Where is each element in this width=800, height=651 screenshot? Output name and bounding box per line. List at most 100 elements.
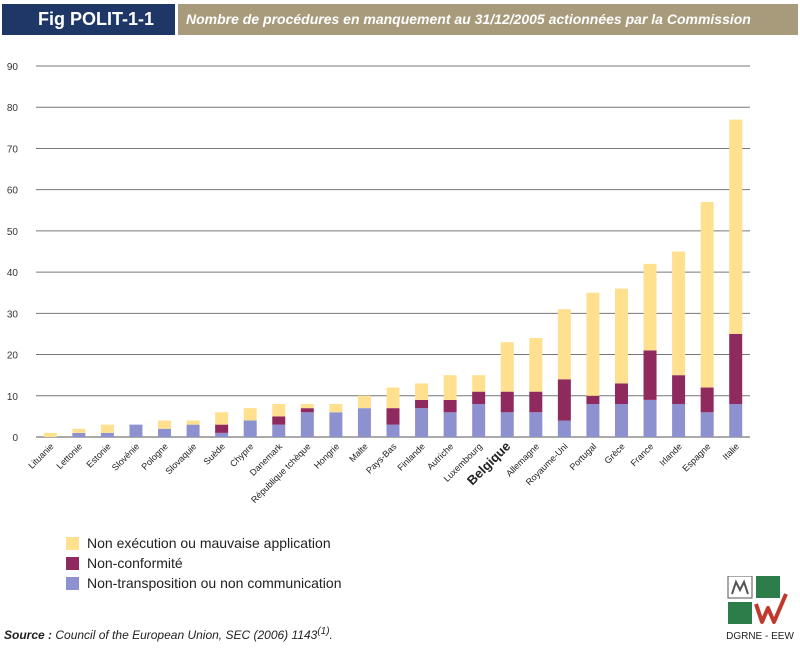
bar-segment	[300, 412, 314, 437]
y-tick-label: 70	[7, 144, 19, 155]
bar-segment	[557, 379, 571, 421]
bar-segment	[443, 375, 457, 400]
bar-segment	[186, 420, 200, 425]
bar-segment	[272, 404, 286, 417]
bar-segment	[43, 432, 57, 437]
x-tick-label: Lituanie	[26, 441, 55, 470]
figure-label: Fig POLIT-1-1	[2, 4, 175, 35]
bar-segment	[500, 391, 514, 413]
legend-item-non-transposition: Non-transposition ou non communication	[66, 573, 341, 593]
legend-swatch	[66, 536, 79, 550]
y-tick-label: 30	[7, 309, 19, 320]
y-tick-label: 80	[7, 103, 19, 114]
source-prefix: Source :	[4, 628, 53, 642]
bar-segment	[614, 383, 628, 405]
bar-segment	[586, 395, 600, 405]
bar-segment	[557, 309, 571, 380]
bar-segment	[614, 288, 628, 384]
bar-segment	[72, 428, 86, 433]
x-tick-label: Grèce	[602, 441, 626, 465]
bar-segment	[672, 375, 686, 405]
bar-segment	[129, 424, 143, 437]
bar-segment	[300, 408, 314, 413]
bar-segment	[700, 387, 714, 413]
bar-segment	[729, 333, 743, 405]
bar-segment	[529, 412, 543, 437]
bar-segment	[729, 119, 743, 334]
bar-segment	[215, 424, 229, 433]
bar-segment	[215, 412, 229, 425]
logo-square-top-left	[727, 576, 753, 599]
y-tick-label: 10	[7, 392, 19, 403]
y-tick-label: 0	[12, 433, 18, 444]
bar-segment	[243, 408, 257, 421]
bar-segment	[357, 395, 371, 409]
x-tick-label: Pays-Bas	[364, 441, 399, 476]
bar-segment	[643, 399, 657, 437]
x-tick-label: Slovaquie	[163, 441, 198, 476]
chart-legend: Non exécution ou mauvaise application No…	[66, 533, 341, 593]
logo-square-bottom-left	[728, 602, 752, 624]
logo-figure	[731, 579, 749, 595]
figure-title: Nombre de procédures en manquement au 31…	[178, 4, 798, 35]
bar-segment	[300, 404, 314, 409]
x-tick-label: Estonie	[85, 441, 113, 469]
bar-segment	[472, 391, 486, 405]
legend-item-non-execution: Non exécution ou mauvaise application	[66, 533, 341, 553]
legend-label: Non-transposition ou non communication	[87, 575, 342, 591]
legend-swatch	[66, 556, 79, 570]
bar-segment	[700, 202, 714, 388]
bar-segment	[729, 404, 743, 437]
bar-segment	[472, 375, 486, 392]
bar-segment	[586, 404, 600, 437]
bar-segment	[243, 420, 257, 437]
bar-segment	[386, 424, 400, 437]
y-tick-label: 60	[7, 186, 19, 197]
bar-segment	[614, 404, 628, 437]
bar-segment	[415, 408, 429, 437]
x-tick-label: Finlande	[395, 441, 426, 472]
bar-segment	[158, 420, 172, 429]
y-tick-label: 50	[7, 227, 19, 238]
bar-segment	[386, 408, 400, 425]
bar-segment	[415, 399, 429, 409]
bar-segment	[158, 428, 172, 437]
source-note: Source : Council of the European Union, …	[4, 626, 333, 642]
bar-segment	[529, 391, 543, 413]
y-tick-label: 40	[7, 268, 19, 279]
logo-w-mark	[754, 593, 788, 624]
x-tick-label: Malte	[347, 441, 370, 464]
bar-segment	[415, 383, 429, 400]
y-tick-label: 90	[7, 62, 19, 73]
bar-segment	[672, 404, 686, 437]
legend-label: Non exécution ou mauvaise application	[87, 535, 331, 551]
y-tick-label: 20	[7, 351, 19, 362]
bar-segment	[643, 263, 657, 351]
bar-segment	[100, 432, 114, 437]
x-tick-label: Suède	[202, 441, 227, 466]
bar-segment	[643, 350, 657, 400]
x-tick-label: Lettonie	[55, 441, 85, 471]
x-tick-label: Espagne	[680, 441, 712, 473]
x-tick-label: Chypre	[228, 441, 256, 469]
bar-segment	[186, 424, 200, 437]
source-text: Council of the European Union, SEC (2006…	[55, 628, 318, 642]
bar-segment	[443, 412, 457, 437]
bar-segment	[557, 420, 571, 437]
figure-header: Fig POLIT-1-1 Nombre de procédures en ma…	[2, 4, 798, 35]
bar-segment	[586, 292, 600, 396]
bar-segment	[72, 432, 86, 437]
x-tick-label: Slovénie	[110, 441, 141, 472]
legend-label: Non-conformité	[87, 555, 183, 571]
bar-segment	[472, 404, 486, 437]
legend-item-non-conformite: Non-conformité	[66, 553, 341, 573]
logo-caption: DGRNE - EEW	[726, 631, 794, 642]
bar-segment	[386, 387, 400, 409]
x-tick-label: Portugal	[568, 441, 599, 472]
bar-segment	[100, 424, 114, 433]
x-tick-label: Hongrie	[312, 441, 341, 470]
x-tick-label: Italie	[721, 441, 742, 462]
bar-segment	[500, 412, 514, 437]
source-suffix: .	[329, 628, 333, 642]
